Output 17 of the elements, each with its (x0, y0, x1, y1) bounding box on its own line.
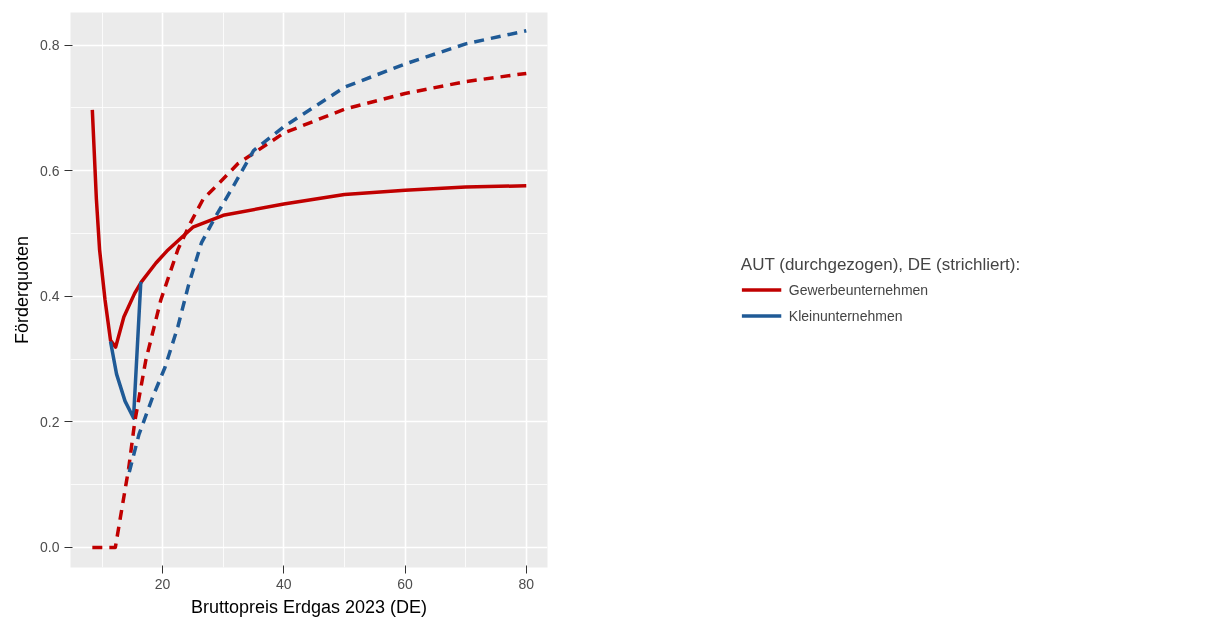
y-tick-label: 0.2 (40, 413, 60, 430)
legend-label: Kleinunternehmen (788, 307, 903, 323)
y-tick-label: 0.4 (40, 288, 60, 305)
x-tick-label: 80 (518, 575, 535, 592)
legend-title: AUT (durchgezogen), DE (strichliert): (740, 254, 1021, 274)
legend-label: Gewerbeunternehmen (788, 281, 929, 297)
x-tick-label: 20 (154, 575, 171, 592)
line-series (127, 28, 529, 474)
x-tick-label: 60 (397, 575, 414, 592)
y-tick-label: 0.6 (40, 162, 60, 179)
y-axis-title: Förderquoten (12, 235, 33, 345)
line-series (108, 280, 143, 420)
line-series (90, 71, 529, 550)
x-tick-label: 40 (276, 575, 292, 592)
x-axis-title: Bruttopreis Erdgas 2023 (DE) (190, 596, 428, 617)
y-tick-label: 0.0 (40, 539, 60, 556)
y-tick-label: 0.8 (40, 37, 60, 54)
